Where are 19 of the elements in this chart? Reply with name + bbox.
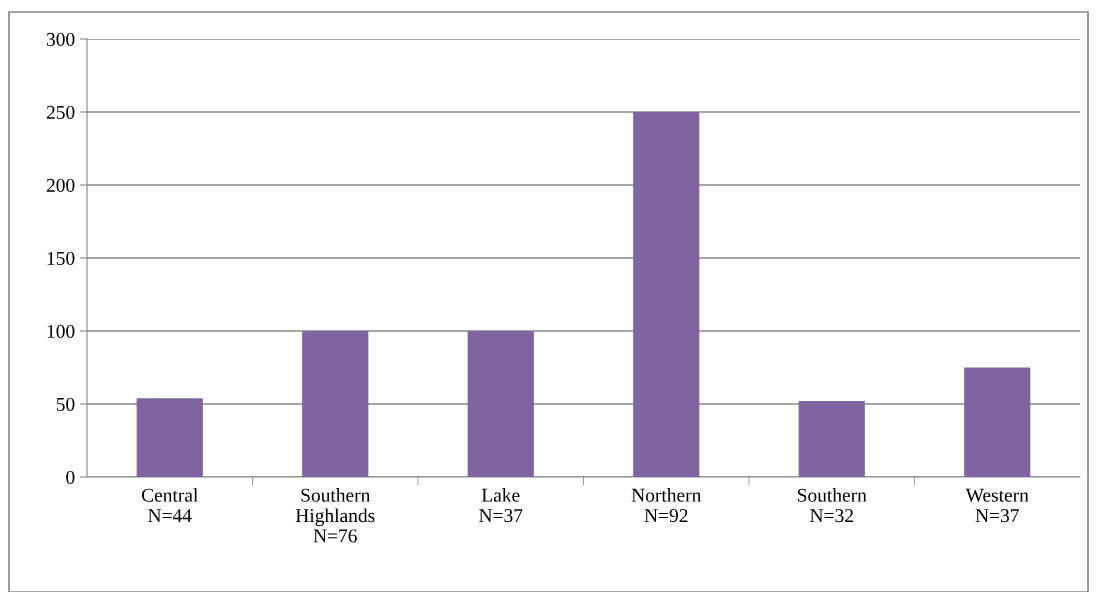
bar [633, 112, 700, 477]
x-tick-label: Southern N=32 [797, 488, 867, 523]
y-tick-label: 50 [56, 397, 75, 411]
bar [964, 367, 1031, 477]
x-tick-label: Central N=44 [141, 488, 198, 522]
y-tick-label: 0 [66, 470, 75, 484]
x-tick-label: Western N=37 [965, 488, 1029, 523]
x-tick-label: Southern Highlands N=76 [295, 488, 375, 543]
y-tick-label: 200 [46, 178, 75, 192]
bar [302, 331, 369, 477]
bar [467, 331, 534, 477]
x-tick-label: Northern N=92 [631, 488, 702, 523]
y-tick-label: 250 [46, 105, 75, 119]
y-tick-label: 300 [46, 32, 75, 46]
bar [798, 401, 865, 477]
y-tick-label: 150 [47, 251, 75, 265]
x-tick-label: Lake N=37 [479, 488, 523, 523]
y-tick-label: 100 [47, 324, 75, 338]
bar [136, 398, 203, 477]
